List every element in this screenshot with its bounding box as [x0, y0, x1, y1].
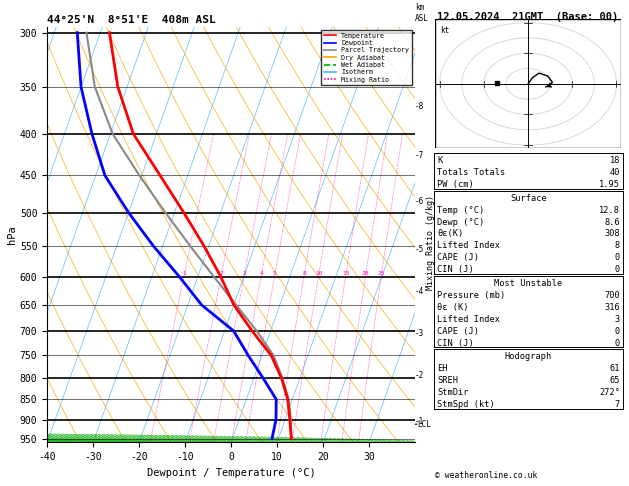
Text: -3: -3: [415, 329, 425, 338]
Text: 308: 308: [604, 229, 620, 239]
Text: Pressure (mb): Pressure (mb): [437, 291, 506, 300]
Text: 15: 15: [342, 271, 350, 276]
Text: 1: 1: [182, 271, 186, 276]
Text: Temp (°C): Temp (°C): [437, 206, 484, 215]
Text: StmDir: StmDir: [437, 388, 469, 397]
Text: -5: -5: [415, 245, 425, 254]
Text: km
ASL: km ASL: [415, 3, 429, 22]
Text: -4: -4: [415, 287, 425, 295]
Text: -8: -8: [415, 102, 425, 111]
Text: kt: kt: [440, 26, 449, 35]
Text: EH: EH: [437, 364, 448, 373]
X-axis label: Dewpoint / Temperature (°C): Dewpoint / Temperature (°C): [147, 468, 316, 478]
Text: Lifted Index: Lifted Index: [437, 315, 500, 324]
Text: © weatheronline.co.uk: © weatheronline.co.uk: [435, 471, 538, 480]
Text: 2: 2: [220, 271, 223, 276]
Text: θε (K): θε (K): [437, 303, 469, 312]
Text: 20: 20: [362, 271, 369, 276]
Text: -2: -2: [415, 371, 425, 381]
Text: 0: 0: [615, 327, 620, 336]
Text: CAPE (J): CAPE (J): [437, 253, 479, 262]
Text: CIN (J): CIN (J): [437, 339, 474, 347]
Text: 61: 61: [610, 364, 620, 373]
Text: 25: 25: [377, 271, 385, 276]
Text: -7: -7: [415, 151, 425, 160]
Text: CIN (J): CIN (J): [437, 265, 474, 274]
Text: 3: 3: [242, 271, 246, 276]
Text: 4: 4: [259, 271, 263, 276]
Text: 12.8: 12.8: [599, 206, 620, 215]
Legend: Temperature, Dewpoint, Parcel Trajectory, Dry Adiabat, Wet Adiabat, Isotherm, Mi: Temperature, Dewpoint, Parcel Trajectory…: [321, 30, 412, 86]
Text: -1: -1: [415, 417, 425, 426]
Text: StmSpd (kt): StmSpd (kt): [437, 400, 495, 409]
Text: Totals Totals: Totals Totals: [437, 168, 506, 177]
Text: K: K: [437, 156, 442, 165]
Text: θε(K): θε(K): [437, 229, 464, 239]
Text: 1.95: 1.95: [599, 180, 620, 189]
Text: 44°25'N  8°51'E  408m ASL: 44°25'N 8°51'E 408m ASL: [47, 15, 216, 25]
Text: Lifted Index: Lifted Index: [437, 242, 500, 250]
Text: 700: 700: [604, 291, 620, 300]
Text: Dewp (°C): Dewp (°C): [437, 218, 484, 226]
Text: -6: -6: [415, 197, 425, 207]
Text: PW (cm): PW (cm): [437, 180, 474, 189]
Text: 272°: 272°: [599, 388, 620, 397]
Text: Surface: Surface: [510, 194, 547, 203]
Text: 5: 5: [273, 271, 277, 276]
Text: 0: 0: [615, 339, 620, 347]
Text: 3: 3: [615, 315, 620, 324]
Text: Most Unstable: Most Unstable: [494, 279, 562, 288]
Text: 18: 18: [610, 156, 620, 165]
Text: 8: 8: [303, 271, 306, 276]
Text: 8: 8: [615, 242, 620, 250]
Text: Mixing Ratio (g/kg): Mixing Ratio (g/kg): [426, 195, 435, 291]
Text: 40: 40: [610, 168, 620, 177]
Text: Hodograph: Hodograph: [504, 352, 552, 362]
Text: CAPE (J): CAPE (J): [437, 327, 479, 336]
Y-axis label: hPa: hPa: [7, 225, 17, 244]
Text: 7: 7: [615, 400, 620, 409]
Text: 316: 316: [604, 303, 620, 312]
Text: 0: 0: [615, 253, 620, 262]
Text: 12.05.2024  21GMT  (Base: 00): 12.05.2024 21GMT (Base: 00): [437, 12, 618, 22]
Text: 0: 0: [615, 265, 620, 274]
Text: 8.6: 8.6: [604, 218, 620, 226]
Text: 65: 65: [610, 376, 620, 385]
Text: SREH: SREH: [437, 376, 458, 385]
Text: LCL: LCL: [418, 420, 431, 429]
Text: 10: 10: [315, 271, 322, 276]
